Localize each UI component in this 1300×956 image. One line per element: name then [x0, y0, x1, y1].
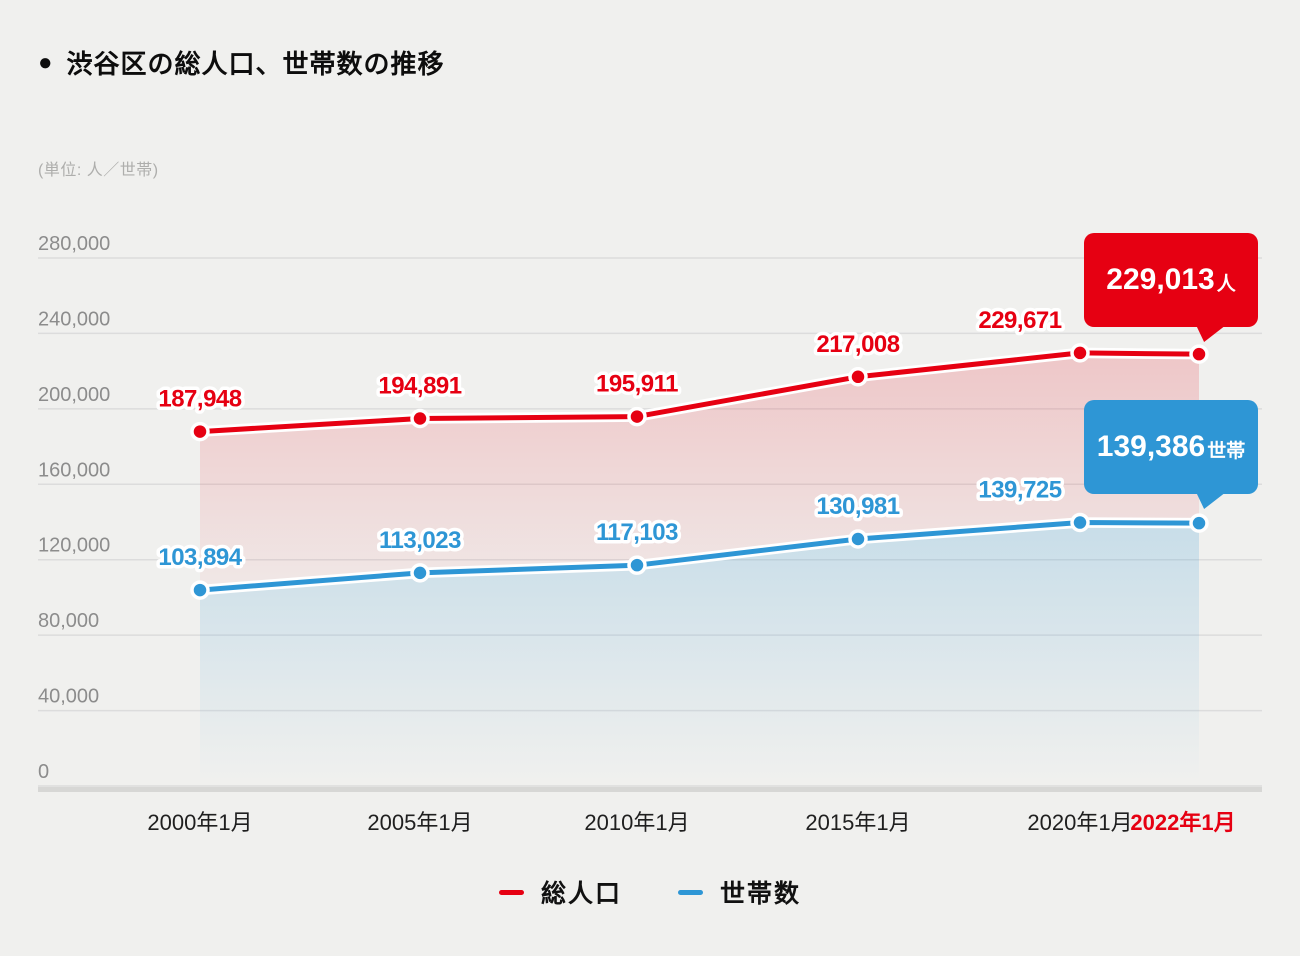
total-population-value-label: 229,671	[978, 307, 1061, 334]
legend-label-households: 世帯数	[720, 880, 802, 908]
value-label-halo: 194,891	[378, 372, 461, 399]
legend-swatch-total-population	[498, 889, 524, 895]
y-tick-label: 280,000	[38, 233, 110, 255]
households-data-point	[1070, 512, 1090, 533]
callout-households: 139,386 世帯	[1084, 400, 1258, 509]
total-population-data-point	[1070, 343, 1090, 363]
unit-note: (単位: 人／世帯)	[38, 162, 159, 179]
y-tick-label: 0	[38, 761, 49, 783]
value-label-halo: 187,948	[158, 386, 241, 413]
callout-households-value: 139,386	[1096, 430, 1206, 463]
y-tick-label: 240,000	[38, 308, 110, 330]
x-tick-label: 2015年1月	[805, 810, 910, 835]
value-label-halo: 229,671	[978, 307, 1061, 334]
x-tick-label: 2020年1月	[1027, 810, 1132, 835]
value-label-halo: 195,911	[596, 371, 678, 398]
households-value-label: 130,981	[816, 493, 899, 520]
households-line	[197, 520, 1202, 593]
value-label-halo: 113,023	[379, 527, 461, 554]
legend-swatch-households	[678, 889, 703, 895]
households-data-point	[1189, 513, 1209, 533]
callout-total-population: 229,013 人	[1084, 233, 1258, 342]
y-tick-label: 160,000	[38, 459, 110, 481]
total-population-data-point	[410, 408, 430, 429]
value-label-halo: 139,725	[978, 477, 1061, 504]
legend-label-total-population: 総人口	[540, 880, 622, 908]
y-tick-label: 200,000	[38, 384, 110, 406]
total-population-value-label: 187,948	[158, 386, 241, 413]
chart-header: ● 渋谷区の総人口、世帯数の推移	[38, 44, 445, 81]
bullet-icon: ●	[38, 48, 53, 76]
x-tick-label-highlight: 2022年1月	[1130, 810, 1235, 835]
households-data-point	[190, 580, 210, 600]
total-population-data-point	[1189, 344, 1209, 364]
callout-total-population-value: 229,013	[1106, 263, 1215, 296]
total-population-data-point	[190, 421, 210, 442]
x-axis-line	[38, 787, 1262, 792]
y-tick-label: 80,000	[38, 610, 99, 632]
value-label-halo: 130,981	[816, 493, 899, 520]
households-value-label: 113,023	[379, 527, 461, 554]
total-population-value-label: 194,891	[378, 372, 461, 399]
legend: 総人口 世帯数	[0, 874, 1300, 910]
legend-item-total-population: 総人口	[498, 874, 622, 910]
x-tick-label: 2005年1月	[367, 810, 472, 835]
callout-households-unit: 世帯	[1207, 441, 1246, 462]
total-population-value-label: 217,008	[816, 331, 899, 358]
total-population-value-label: 195,911	[596, 371, 678, 398]
value-label-halo: 103,894	[158, 544, 242, 571]
x-tick-label: 2000年1月	[147, 810, 252, 835]
households-data-point	[848, 529, 868, 549]
total-population-line	[197, 350, 1202, 435]
value-label-halo: 217,008	[816, 331, 899, 358]
households-area	[200, 522, 1199, 786]
page-title: 渋谷区の総人口、世帯数の推移	[66, 49, 445, 79]
total-population-data-point	[848, 367, 868, 387]
legend-item-households: 世帯数	[678, 874, 801, 910]
households-value-label: 117,103	[596, 519, 678, 546]
x-tick-label: 2010年1月	[584, 810, 689, 835]
households-data-point	[627, 555, 647, 575]
households-value-label: 139,725	[978, 477, 1061, 504]
callout-total-population-unit: 人	[1216, 274, 1236, 295]
households-value-label: 103,894	[158, 544, 242, 571]
y-tick-label: 40,000	[38, 686, 99, 708]
y-tick-label: 120,000	[38, 535, 110, 557]
value-label-halo: 117,103	[596, 519, 678, 546]
households-data-point	[410, 563, 430, 583]
total-population-data-point	[627, 406, 647, 427]
